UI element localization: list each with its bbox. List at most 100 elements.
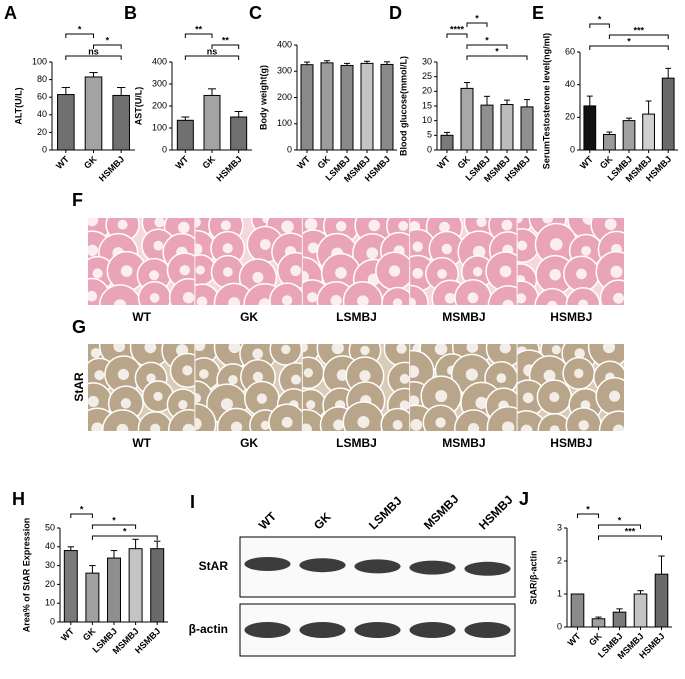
- bracket-line: [466, 44, 508, 49]
- lumen: [117, 219, 128, 230]
- lumen: [517, 240, 528, 251]
- significance-bracket: ***: [598, 526, 662, 540]
- group-label: LSMBJ: [336, 310, 377, 324]
- lumen: [150, 423, 161, 431]
- lumen: [331, 344, 344, 355]
- lumen: [88, 244, 99, 257]
- panel-letter: B: [124, 3, 137, 23]
- bar: [57, 94, 75, 151]
- lumen: [434, 344, 448, 356]
- bar: [150, 548, 165, 623]
- y-tick-label: 80: [37, 74, 47, 84]
- bracket-line: [466, 55, 528, 60]
- micrograph: [195, 344, 302, 431]
- significance-bracket: *: [70, 504, 93, 518]
- lumen: [412, 267, 424, 279]
- lumen: [149, 293, 160, 303]
- significance-label: *: [618, 515, 622, 525]
- y-tick-label: 10: [45, 598, 55, 608]
- lumen: [609, 390, 621, 402]
- bar: [380, 63, 394, 151]
- panel-letter: E: [532, 3, 544, 23]
- error-bar: [153, 540, 161, 549]
- bracket-line: [577, 513, 599, 518]
- lumen: [549, 268, 561, 281]
- y-tick-label: 0: [50, 616, 55, 626]
- y-tick-label: 30: [45, 560, 55, 570]
- lumen: [410, 419, 423, 431]
- lumen: [195, 344, 206, 352]
- lumen: [501, 421, 515, 431]
- group-label: GK: [240, 310, 258, 324]
- y-axis-label: SerumTestosterone level(ng/ml): [541, 33, 551, 169]
- lumen: [177, 221, 190, 234]
- lumen: [543, 369, 556, 382]
- lumen: [291, 374, 302, 385]
- significance-label: *: [123, 526, 127, 536]
- lumen: [88, 395, 99, 407]
- y-tick-label: 40: [565, 79, 575, 89]
- bracket-line: [589, 23, 610, 28]
- significance-bracket: *: [589, 14, 610, 28]
- x-tick-label: WT: [54, 154, 71, 171]
- y-tick-label: 0: [42, 144, 47, 154]
- error-bar: [464, 82, 470, 89]
- error-bar: [658, 555, 665, 575]
- lumen: [196, 296, 208, 305]
- lumen: [613, 292, 624, 304]
- lumen: [501, 219, 513, 231]
- y-tick-label: 30: [422, 56, 432, 66]
- y-tick-label: 50: [45, 522, 55, 532]
- lumen: [547, 300, 558, 305]
- lumen: [182, 365, 193, 376]
- y-tick-label: 300: [277, 66, 292, 76]
- lumen: [146, 373, 156, 383]
- blot-band: [354, 559, 401, 574]
- x-tick-label: WT: [578, 154, 595, 171]
- significance-bracket: **: [184, 24, 213, 38]
- blot-band: [299, 558, 346, 573]
- lumen: [502, 299, 515, 305]
- y-tick-label: 200: [277, 92, 292, 102]
- bar: [583, 105, 597, 151]
- lumen: [333, 419, 344, 431]
- lumen: [116, 423, 129, 431]
- lumen: [228, 375, 238, 385]
- lumen: [228, 344, 241, 354]
- lumen: [182, 292, 195, 304]
- y-tick-label: 300: [152, 78, 167, 88]
- lumen: [437, 268, 447, 279]
- bracket-line: [91, 524, 137, 529]
- bracket-line: [608, 34, 669, 39]
- tubule: [381, 286, 410, 305]
- significance-bracket: *: [577, 504, 599, 518]
- lumen: [144, 344, 157, 354]
- bar: [642, 113, 655, 151]
- micrograph: [195, 218, 302, 305]
- lumen: [120, 398, 132, 409]
- bar: [85, 572, 100, 623]
- lumen: [410, 395, 420, 408]
- group-label: WT: [132, 436, 151, 450]
- lumen: [220, 220, 231, 231]
- group-label: GK: [240, 436, 258, 450]
- bar: [500, 104, 514, 151]
- error-bar: [208, 88, 216, 96]
- lumen: [304, 218, 318, 231]
- bar: [84, 76, 103, 151]
- significance-label: ***: [625, 526, 636, 536]
- micrograph: [88, 218, 195, 305]
- y-tick-label: 0: [287, 144, 292, 154]
- lane-label: WT: [256, 509, 280, 533]
- tubule: [269, 282, 302, 305]
- bracket-line: [184, 33, 213, 38]
- blot-band: [299, 622, 346, 638]
- lumen: [92, 268, 103, 279]
- y-tick-label: 60: [565, 46, 575, 56]
- blot-band: [244, 622, 291, 638]
- y-tick-label: 0: [427, 144, 432, 154]
- y-tick-label: 10: [422, 115, 432, 125]
- lumen: [281, 416, 293, 428]
- bar: [440, 134, 454, 151]
- bar: [112, 94, 130, 151]
